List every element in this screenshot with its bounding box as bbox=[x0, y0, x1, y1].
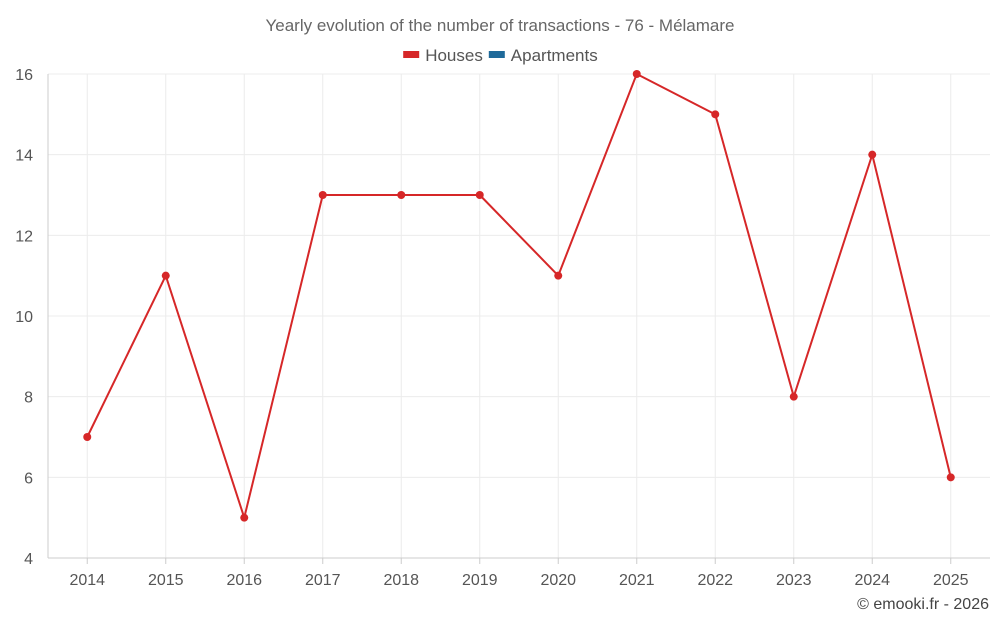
x-tick-label: 2021 bbox=[619, 572, 655, 589]
series-layer bbox=[83, 70, 955, 522]
axes bbox=[47, 74, 990, 559]
legend-item-houses: Houses bbox=[403, 46, 483, 65]
y-tick-label: 10 bbox=[15, 309, 33, 326]
data-point bbox=[554, 271, 563, 280]
y-tick-label: 14 bbox=[15, 148, 33, 165]
data-point bbox=[632, 70, 641, 78]
legend-swatch bbox=[403, 51, 420, 58]
legend-swatch bbox=[488, 51, 505, 58]
data-point bbox=[711, 110, 720, 119]
data-point bbox=[946, 473, 955, 482]
data-point bbox=[475, 191, 484, 199]
data-point bbox=[868, 150, 877, 159]
x-tick-label: 2022 bbox=[697, 572, 733, 589]
x-tick-label: 2019 bbox=[462, 572, 498, 589]
y-tick-label: 4 bbox=[24, 551, 33, 568]
x-tick-label: 2015 bbox=[148, 572, 184, 589]
data-point bbox=[789, 392, 798, 401]
x-tick-label: 2020 bbox=[540, 572, 576, 589]
x-tick-label: 2018 bbox=[383, 572, 419, 589]
grid bbox=[48, 73, 990, 558]
data-point bbox=[83, 433, 92, 441]
y-tick-label: 16 bbox=[15, 67, 33, 84]
y-tick-label: 6 bbox=[24, 470, 33, 487]
data-point bbox=[161, 271, 170, 280]
x-tick-label: 2024 bbox=[854, 572, 890, 589]
x-tick-label: 2025 bbox=[933, 572, 969, 589]
legend-label: Apartments bbox=[511, 46, 598, 65]
legend: Houses Apartments bbox=[403, 46, 598, 65]
y-axis-ticks: 4 6 8 10 12 14 16 bbox=[15, 67, 33, 568]
x-tick-label: 2023 bbox=[776, 572, 812, 589]
x-tick-label: 2017 bbox=[305, 572, 341, 589]
y-tick-label: 12 bbox=[15, 228, 33, 245]
series-line-houses bbox=[86, 73, 952, 519]
credit-text: © emooki.fr - 2026 bbox=[857, 596, 989, 613]
legend-item-apartments: Apartments bbox=[488, 46, 598, 65]
x-tick-label: 2014 bbox=[69, 572, 105, 589]
x-axis-ticks: 2014 2015 2016 2017 2018 2019 2020 2021 2022 2023… bbox=[69, 558, 969, 589]
data-point bbox=[397, 191, 406, 199]
legend-label: Houses bbox=[425, 46, 483, 65]
y-tick-label: 8 bbox=[24, 390, 33, 407]
data-point bbox=[318, 191, 327, 199]
data-point bbox=[240, 513, 249, 522]
x-tick-label: 2016 bbox=[226, 572, 262, 589]
chart-title: Yearly evolution of the number of transa… bbox=[265, 16, 734, 35]
